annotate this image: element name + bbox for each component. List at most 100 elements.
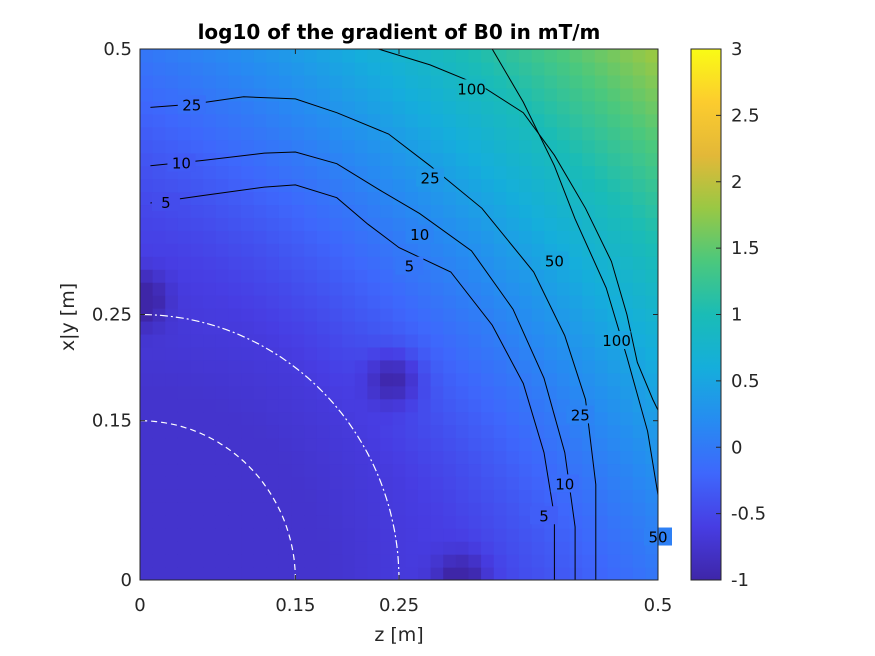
heatmap-cell [430,515,444,529]
heatmap-cell [329,554,343,568]
heatmap-cell [519,126,533,141]
heatmap-cell [430,295,444,309]
heatmap-cell [316,256,331,270]
heatmap-cell [468,204,482,218]
heatmap-cell [266,476,280,490]
heatmap-cell [620,178,634,193]
heatmap-cell [594,398,609,413]
y-tick-label: 0.25 [92,305,132,326]
heatmap-cell [556,515,571,529]
heatmap-cell [455,113,470,128]
heatmap-cell [620,554,634,568]
heatmap-cell [203,424,217,439]
heatmap-cell [405,282,419,296]
heatmap-cell [632,269,646,283]
heatmap-cell [607,204,621,218]
heatmap-cell [367,139,381,154]
heatmap-cell [329,489,343,503]
heatmap-cell [405,308,419,322]
heatmap-cell [392,113,406,128]
x-tick-label: 0.15 [275,595,315,616]
heatmap-cell [645,87,658,102]
heatmap-cell [228,204,242,218]
heatmap-cell [392,87,406,102]
contour-label-bg [416,168,445,187]
heatmap-cell [140,541,154,555]
heatmap-cell [140,385,154,400]
heatmap-cell [430,489,444,503]
heatmap-cell [481,385,495,400]
heatmap-cell [607,450,621,465]
heatmap-cell [569,554,583,568]
heatmap-cell [544,217,558,231]
heatmap-cell [455,282,470,296]
heatmap-cell [493,217,507,231]
heatmap-cell [215,256,230,270]
heatmap-cell [594,308,609,322]
heatmap-cell [443,282,457,296]
heatmap-cell [392,424,406,439]
heatmap-cell [519,411,533,426]
heatmap-cell [253,424,267,439]
heatmap-cell [266,567,280,580]
heatmap-cell [342,269,356,283]
heatmap-cell [354,308,369,322]
heatmap-cell [266,308,280,322]
heatmap-cell [645,49,658,63]
heatmap-cell [645,320,658,335]
heatmap-cell [316,204,331,218]
heatmap-cell [392,320,406,335]
heatmap-cell [291,489,305,503]
heatmap-cell [291,204,305,218]
heatmap-cell [203,372,217,387]
heatmap-cell [607,489,621,503]
heatmap-cell [354,243,369,257]
heatmap-cell [531,87,545,102]
heatmap-cell [304,152,318,167]
heatmap-cell [165,139,179,154]
heatmap-cell [405,295,419,309]
heatmap-cell [455,541,470,555]
heatmap-cell [215,567,230,580]
heatmap-cell [582,269,596,283]
heatmap-cell [354,87,369,102]
heatmap-cell [569,372,583,387]
reference-arc-dash-dot [140,313,400,580]
heatmap-cell [190,230,204,244]
heatmap-cell [203,346,217,361]
heatmap-cell [190,126,204,141]
heatmap-cell [329,178,343,193]
heatmap-cell [177,49,192,63]
heatmap-cell [620,256,634,270]
heatmap-cell [177,113,192,128]
heatmap-cell [380,61,394,76]
heatmap-cell [645,204,658,218]
heatmap-cell [203,204,217,218]
heatmap-cell [380,528,394,542]
heatmap-cell [531,139,545,154]
heatmap-cell [594,152,609,167]
heatmap-cell [354,463,369,477]
heatmap-cell [632,515,646,529]
heatmap-cell [165,320,179,335]
heatmap-cell [228,515,242,529]
heatmap-cell [620,217,634,231]
heatmap-cell [632,541,646,555]
heatmap-cell [455,385,470,400]
heatmap-cell [531,204,545,218]
heatmap-cell [392,346,406,361]
heatmap-cell [190,359,204,374]
heatmap-cell [203,567,217,580]
heatmap-cell [316,528,331,542]
contour-label-bg [566,405,595,424]
heatmap-cell [582,437,596,452]
x-axis: 0 0.15 0.25 0.5 [134,49,672,616]
heatmap-cell [455,502,470,516]
heatmap-cell [177,320,192,335]
heatmap-cell [481,178,495,193]
heatmap-cell [266,282,280,296]
heatmap-cell [632,49,646,63]
heatmap-cell [380,100,394,115]
heatmap-cell [405,100,419,115]
heatmap-cell [645,515,658,529]
